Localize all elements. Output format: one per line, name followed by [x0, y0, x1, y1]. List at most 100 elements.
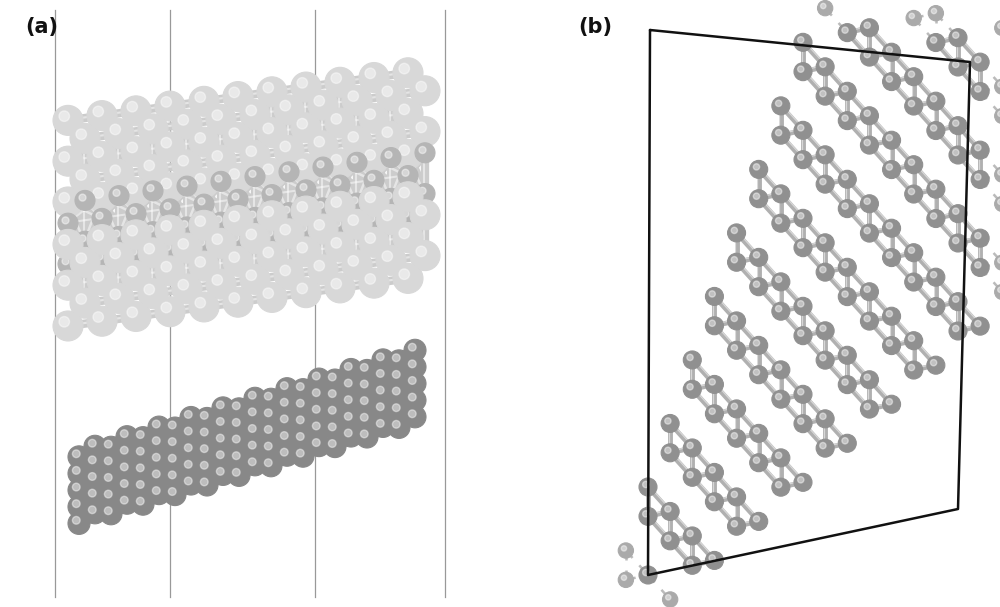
Circle shape [110, 248, 120, 259]
Circle shape [376, 419, 384, 427]
Circle shape [408, 410, 416, 418]
Circle shape [368, 215, 375, 222]
Circle shape [155, 91, 185, 121]
Circle shape [297, 283, 308, 294]
Circle shape [206, 228, 236, 259]
Circle shape [206, 269, 236, 299]
Circle shape [388, 400, 410, 422]
Circle shape [79, 194, 86, 201]
Circle shape [308, 255, 338, 285]
Circle shape [280, 432, 288, 439]
Circle shape [138, 114, 168, 144]
Circle shape [147, 185, 154, 192]
Circle shape [709, 555, 715, 561]
Circle shape [347, 152, 367, 172]
Circle shape [312, 405, 320, 413]
Circle shape [816, 234, 834, 252]
Circle shape [189, 86, 219, 117]
Circle shape [665, 506, 671, 512]
Circle shape [399, 188, 410, 198]
Circle shape [359, 228, 389, 257]
Circle shape [393, 263, 423, 293]
Circle shape [731, 257, 737, 263]
Circle shape [245, 166, 265, 186]
Circle shape [643, 510, 649, 517]
Circle shape [232, 452, 240, 459]
Circle shape [257, 118, 287, 148]
Circle shape [410, 76, 440, 106]
Circle shape [297, 78, 308, 88]
Circle shape [376, 370, 384, 378]
Circle shape [127, 225, 138, 236]
Circle shape [246, 105, 256, 116]
Circle shape [860, 48, 878, 66]
Circle shape [240, 140, 270, 171]
Circle shape [772, 273, 790, 291]
Circle shape [360, 397, 368, 404]
Circle shape [248, 458, 256, 466]
Circle shape [842, 379, 848, 385]
Circle shape [246, 146, 256, 157]
Circle shape [331, 73, 342, 83]
Circle shape [196, 407, 218, 429]
Circle shape [351, 156, 358, 163]
Circle shape [274, 95, 304, 125]
Circle shape [93, 188, 104, 198]
Circle shape [998, 111, 1000, 117]
Circle shape [121, 220, 151, 250]
Circle shape [798, 418, 804, 424]
Circle shape [816, 439, 834, 457]
Circle shape [344, 396, 352, 404]
Circle shape [820, 237, 826, 243]
Circle shape [59, 152, 70, 162]
Circle shape [280, 398, 288, 406]
Circle shape [314, 260, 324, 271]
Circle shape [621, 575, 627, 580]
Circle shape [328, 439, 336, 447]
Circle shape [709, 291, 715, 297]
Circle shape [376, 121, 406, 151]
Circle shape [93, 312, 104, 322]
Circle shape [930, 301, 937, 307]
Circle shape [356, 409, 378, 432]
Circle shape [178, 279, 188, 290]
Circle shape [753, 428, 760, 434]
Circle shape [975, 144, 981, 151]
Circle shape [365, 68, 376, 78]
Circle shape [263, 83, 274, 93]
Circle shape [995, 20, 1000, 36]
Circle shape [886, 76, 892, 82]
Circle shape [164, 484, 186, 506]
Circle shape [276, 411, 298, 433]
Circle shape [260, 438, 282, 460]
Circle shape [155, 256, 185, 286]
Circle shape [229, 293, 240, 304]
Circle shape [365, 233, 376, 243]
Circle shape [246, 229, 256, 240]
Circle shape [794, 239, 812, 257]
Circle shape [639, 507, 657, 525]
Circle shape [120, 497, 128, 504]
Circle shape [212, 447, 234, 469]
Circle shape [88, 439, 96, 447]
Circle shape [178, 155, 188, 166]
Circle shape [136, 447, 144, 455]
Circle shape [376, 403, 384, 410]
Circle shape [360, 364, 368, 371]
Circle shape [232, 469, 240, 476]
Circle shape [382, 210, 392, 220]
Circle shape [402, 210, 409, 217]
Circle shape [75, 191, 95, 211]
Circle shape [864, 22, 870, 29]
Circle shape [212, 430, 234, 452]
Circle shape [196, 474, 218, 496]
Circle shape [683, 468, 701, 486]
Circle shape [398, 206, 418, 226]
Circle shape [908, 335, 915, 341]
Circle shape [838, 24, 856, 42]
Circle shape [661, 415, 679, 432]
Circle shape [161, 97, 172, 107]
Circle shape [130, 208, 137, 214]
Circle shape [753, 164, 760, 170]
Circle shape [228, 448, 250, 470]
